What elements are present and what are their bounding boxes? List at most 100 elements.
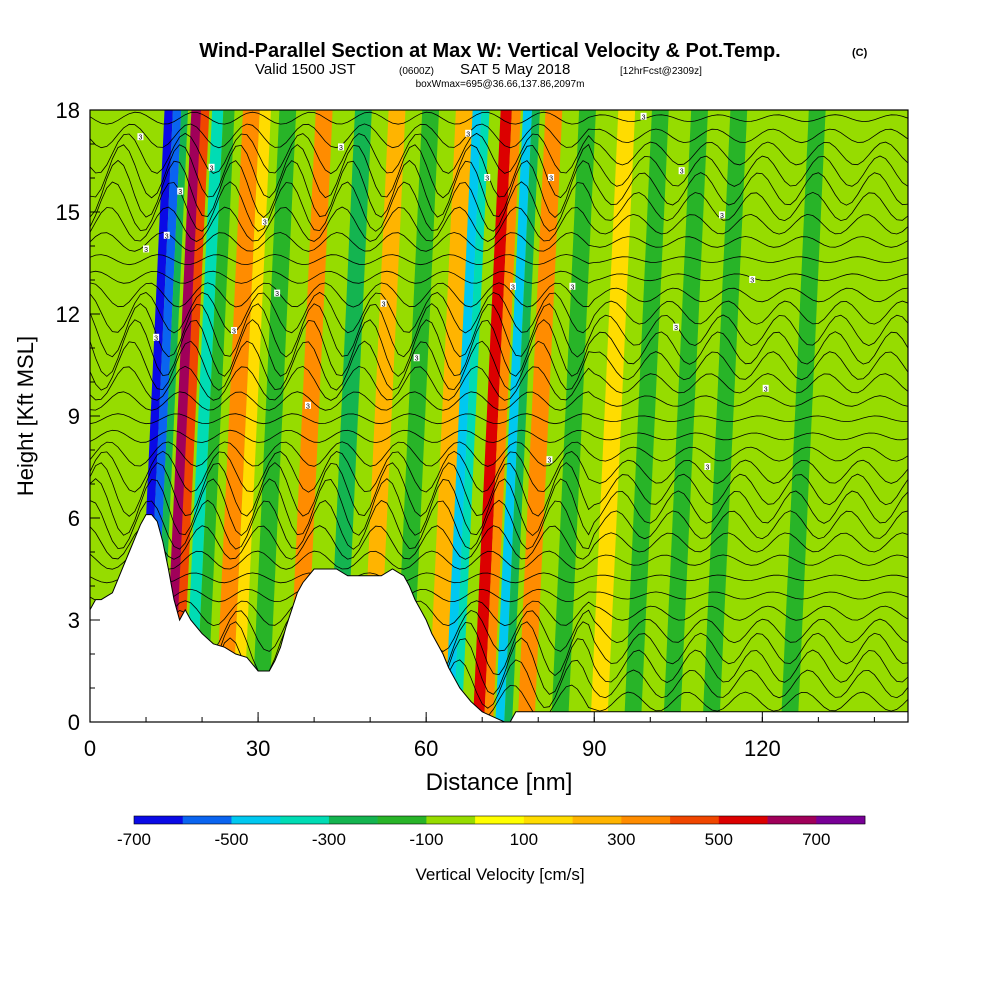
isentrope-line xyxy=(90,111,908,125)
velocity-band xyxy=(590,110,636,722)
contour-label: 3 xyxy=(547,458,551,465)
colorbar-swatch xyxy=(377,816,427,824)
contour-label: 3 xyxy=(750,278,754,285)
contour-label-box xyxy=(163,231,170,239)
contour-label: 3 xyxy=(466,131,470,138)
contour-label: 3 xyxy=(485,176,489,183)
x-tick-label: 90 xyxy=(582,736,606,761)
forecast-info: [12hrFcst@2309z] xyxy=(620,66,702,77)
isentrope-line xyxy=(90,637,908,696)
colorbar-swatch xyxy=(134,816,184,824)
contour-label: 3 xyxy=(232,329,236,336)
contour-label-box xyxy=(230,327,237,334)
isentrope-line xyxy=(90,609,908,652)
y-tick-label: 15 xyxy=(56,200,80,225)
contour-labels: 3 3 3 3 3 3 3 3 3 3 3 3 3 3 3 3 3 3 3 3 3 3 3 3 3 3 xyxy=(137,112,769,472)
contour-label: 3 xyxy=(339,145,343,152)
velocity-band xyxy=(327,110,372,722)
contour-label: 3 xyxy=(210,165,214,172)
colorbar-swatch xyxy=(621,816,671,824)
colorbar-tick-label: -700 xyxy=(117,830,151,849)
contour-label-box xyxy=(413,354,420,362)
isentrope-line xyxy=(90,254,908,266)
contour-label: 3 xyxy=(764,386,768,393)
colorbar xyxy=(133,815,866,825)
valid-utc: (0600Z) xyxy=(399,66,434,77)
isentrope-line xyxy=(90,303,908,358)
contour-label: 3 xyxy=(263,220,267,227)
isentrope-line xyxy=(90,621,908,677)
velocity-band xyxy=(702,110,748,722)
terrain xyxy=(90,514,908,722)
isentrope-line xyxy=(90,181,908,232)
velocity-band xyxy=(288,110,333,722)
contour-label-box xyxy=(718,211,725,219)
isentrope-line xyxy=(90,478,908,537)
y-tick-label: 12 xyxy=(56,302,80,327)
colorbar-frame xyxy=(133,815,866,825)
isentrope-line xyxy=(90,429,908,444)
contour-label-box xyxy=(546,456,553,464)
colorbar-tick-label: 700 xyxy=(802,830,830,849)
contour-label-box xyxy=(208,163,215,171)
x-axis-label: Distance [nm] xyxy=(426,769,573,796)
isentrope-line xyxy=(90,340,908,391)
contour-label-box xyxy=(380,299,387,307)
contour-label: 3 xyxy=(549,176,553,183)
velocity-band xyxy=(781,110,826,722)
isentrope-line xyxy=(90,450,908,493)
velocity-band xyxy=(232,110,271,722)
velocity-band xyxy=(184,110,224,722)
contour-label-box xyxy=(153,333,160,341)
y-tick-label: 0 xyxy=(68,710,80,735)
contour-label-box xyxy=(673,323,680,331)
contour-label: 3 xyxy=(642,114,646,121)
colorbar-swatch xyxy=(328,816,378,824)
contour-label: 3 xyxy=(382,301,386,308)
x-tick-label: 120 xyxy=(744,736,781,761)
colorbar-tick-label: 100 xyxy=(510,830,538,849)
contour-label-box xyxy=(569,282,576,290)
contour-label: 3 xyxy=(306,403,310,410)
colorbar-swatch xyxy=(280,816,330,824)
isentrope-line xyxy=(90,206,908,242)
contour-label: 3 xyxy=(680,169,684,176)
colorbar-swatch xyxy=(718,816,768,824)
velocity-band xyxy=(472,110,512,722)
y-axis-label: Height [Kft MSL] xyxy=(13,336,38,496)
contour-label: 3 xyxy=(705,465,709,472)
colorbar-swatch xyxy=(426,816,476,824)
valid-date: SAT 5 May 2018 xyxy=(460,61,570,78)
contour-label-box xyxy=(304,401,311,409)
x-tick-label: 30 xyxy=(246,736,270,761)
y-tick-label: 3 xyxy=(68,608,80,633)
velocity-band xyxy=(163,110,202,722)
contour-label-box xyxy=(143,245,150,253)
colorbar-tick-label: 300 xyxy=(607,830,635,849)
velocity-band xyxy=(495,110,533,722)
isentrope-line xyxy=(90,143,908,199)
colorbar-swatch xyxy=(231,816,281,824)
colorbar-swatch xyxy=(475,816,525,824)
velocity-band xyxy=(484,110,521,722)
colorbar-swatch xyxy=(767,816,817,824)
isentrope-line xyxy=(90,282,908,308)
contour-label-box xyxy=(640,112,647,120)
colorbar-tick-label: -500 xyxy=(214,830,248,849)
contour-label: 3 xyxy=(178,189,182,196)
box-wmax-info: boxWmax=695@36.66,137.86,2097m xyxy=(416,79,585,90)
y-tick-label: 18 xyxy=(56,98,80,123)
x-tick-label: 0 xyxy=(84,736,96,761)
plot-area: 3 3 3 3 3 3 3 3 3 3 3 3 3 3 3 3 3 3 3 3 3 3 3 3 3 3 xyxy=(90,110,908,722)
colorbar-swatch xyxy=(182,816,232,824)
velocity-band xyxy=(551,110,596,722)
isentrope-line xyxy=(90,499,908,550)
contour-label: 3 xyxy=(138,135,142,142)
isentrope-line xyxy=(90,232,908,252)
colorbar-swatch xyxy=(816,816,866,824)
isentrope-line xyxy=(90,550,908,570)
velocity-band xyxy=(195,110,235,722)
isentrope-line xyxy=(90,413,908,425)
contour-label: 3 xyxy=(570,284,574,291)
